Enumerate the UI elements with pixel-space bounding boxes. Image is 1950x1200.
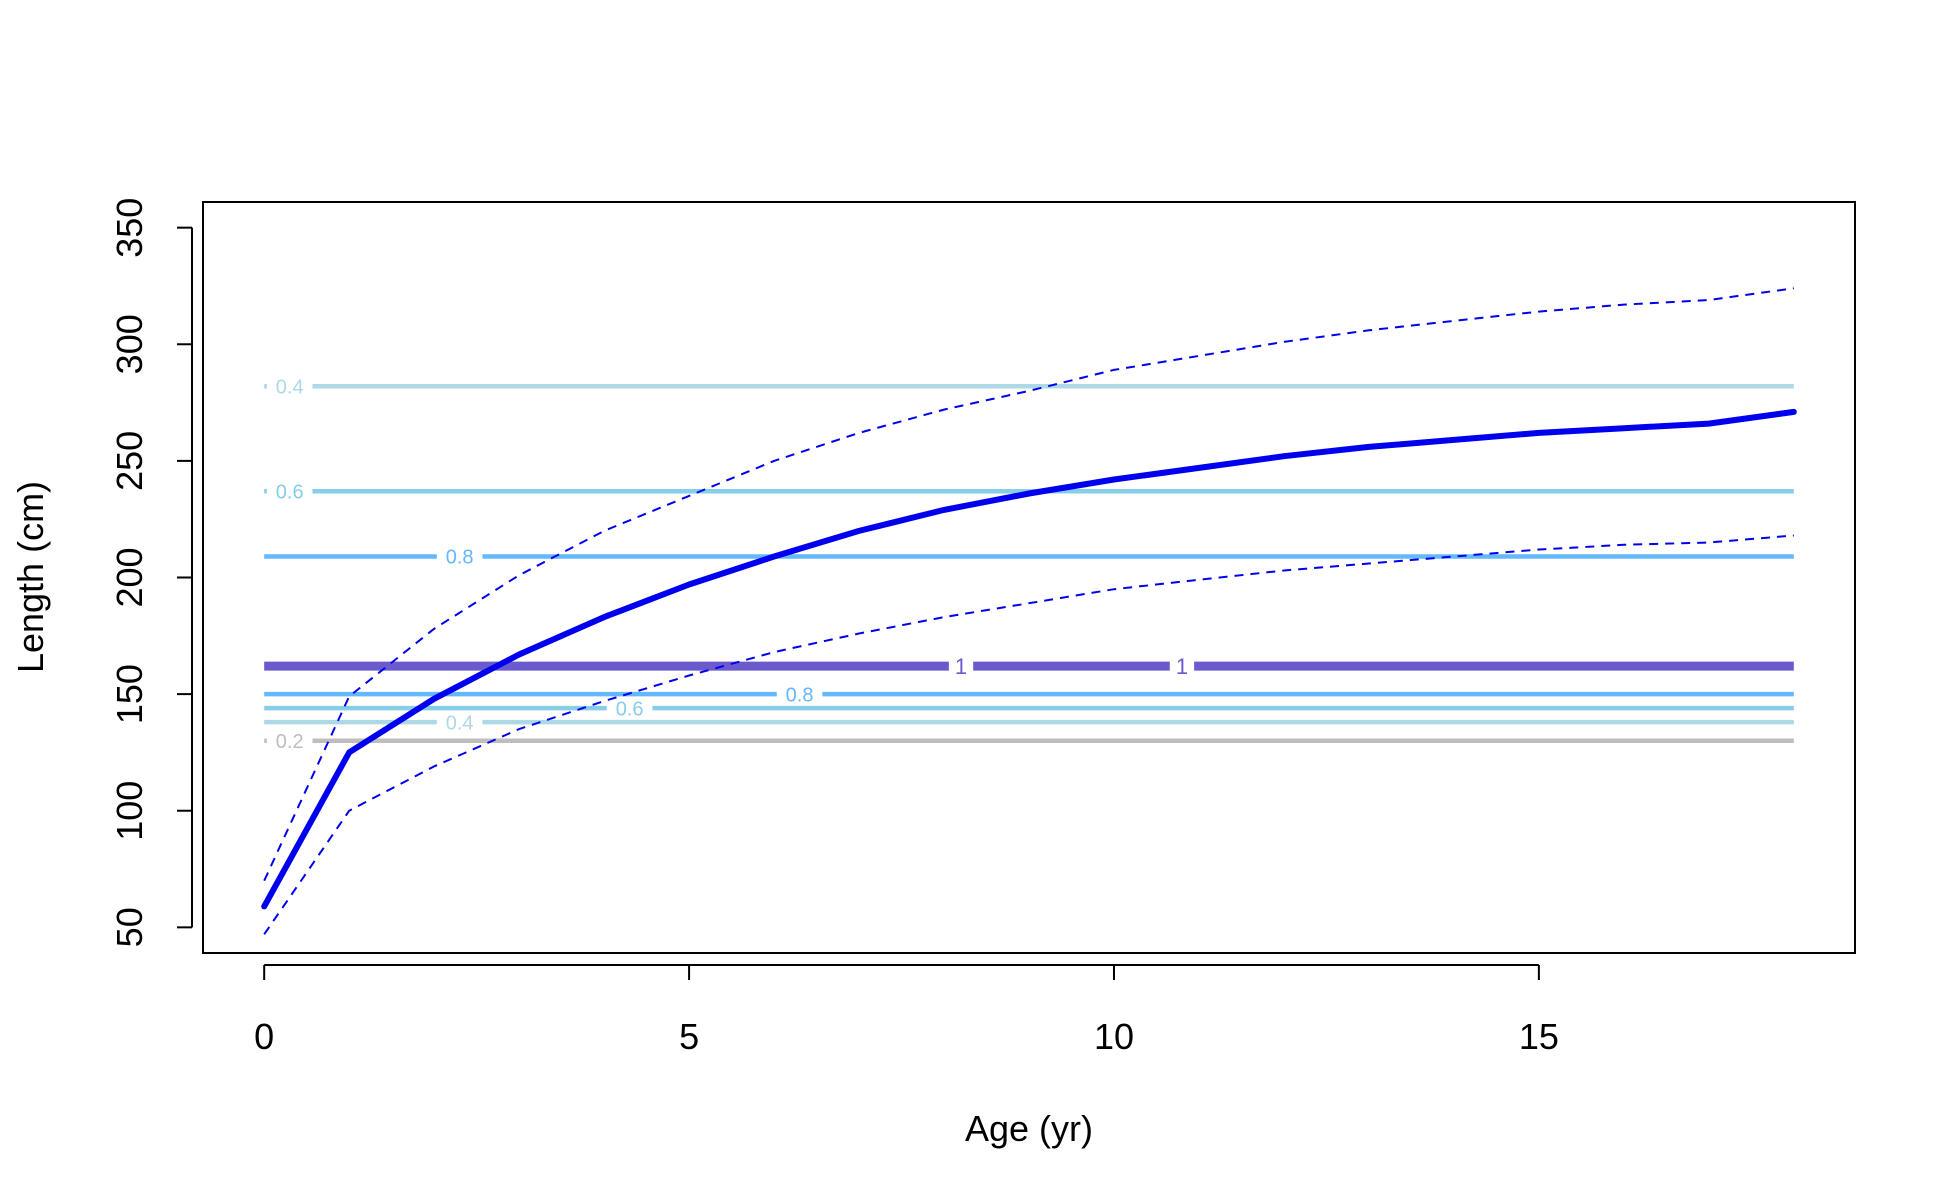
contour-label: 0.6: [616, 698, 644, 720]
x-tick-label: 15: [1519, 1016, 1559, 1057]
series-layer: [261, 287, 1797, 935]
contour-label: 1: [1176, 654, 1188, 679]
y-tick-label: 100: [109, 781, 150, 841]
contour-label: 0.4: [276, 376, 304, 398]
y-tick-label: 50: [109, 907, 150, 947]
contour-label: 0.4: [446, 712, 474, 734]
x-tick-label: 10: [1094, 1016, 1134, 1057]
plot-area: [203, 202, 1855, 953]
y-axis: 50 100 150 200 250 300 350: [109, 198, 193, 947]
contour-label: 0.2: [276, 731, 304, 753]
x-axis-label: Age (yr): [965, 1108, 1093, 1149]
y-tick-label: 150: [109, 664, 150, 724]
x-tick-label: 5: [679, 1016, 699, 1057]
series-upper-line: [263, 287, 1794, 882]
y-tick-label: 300: [109, 314, 150, 374]
contour-label: 1: [955, 654, 967, 679]
x-axis: 0 5 10 15: [254, 964, 1559, 1057]
contour-label: 0.8: [786, 684, 814, 706]
contour-label: 0.6: [276, 481, 304, 503]
plot-frame: [202, 201, 1856, 954]
y-tick-label: 250: [109, 431, 150, 491]
y-tick-label: 350: [109, 198, 150, 258]
series-lower-line: [263, 534, 1794, 935]
y-axis-label: Length (cm): [10, 481, 51, 673]
series-mean-line: [261, 408, 1797, 910]
x-tick-label: 0: [254, 1016, 274, 1057]
contour-label: 0.8: [446, 547, 474, 569]
y-tick-label: 200: [109, 547, 150, 607]
